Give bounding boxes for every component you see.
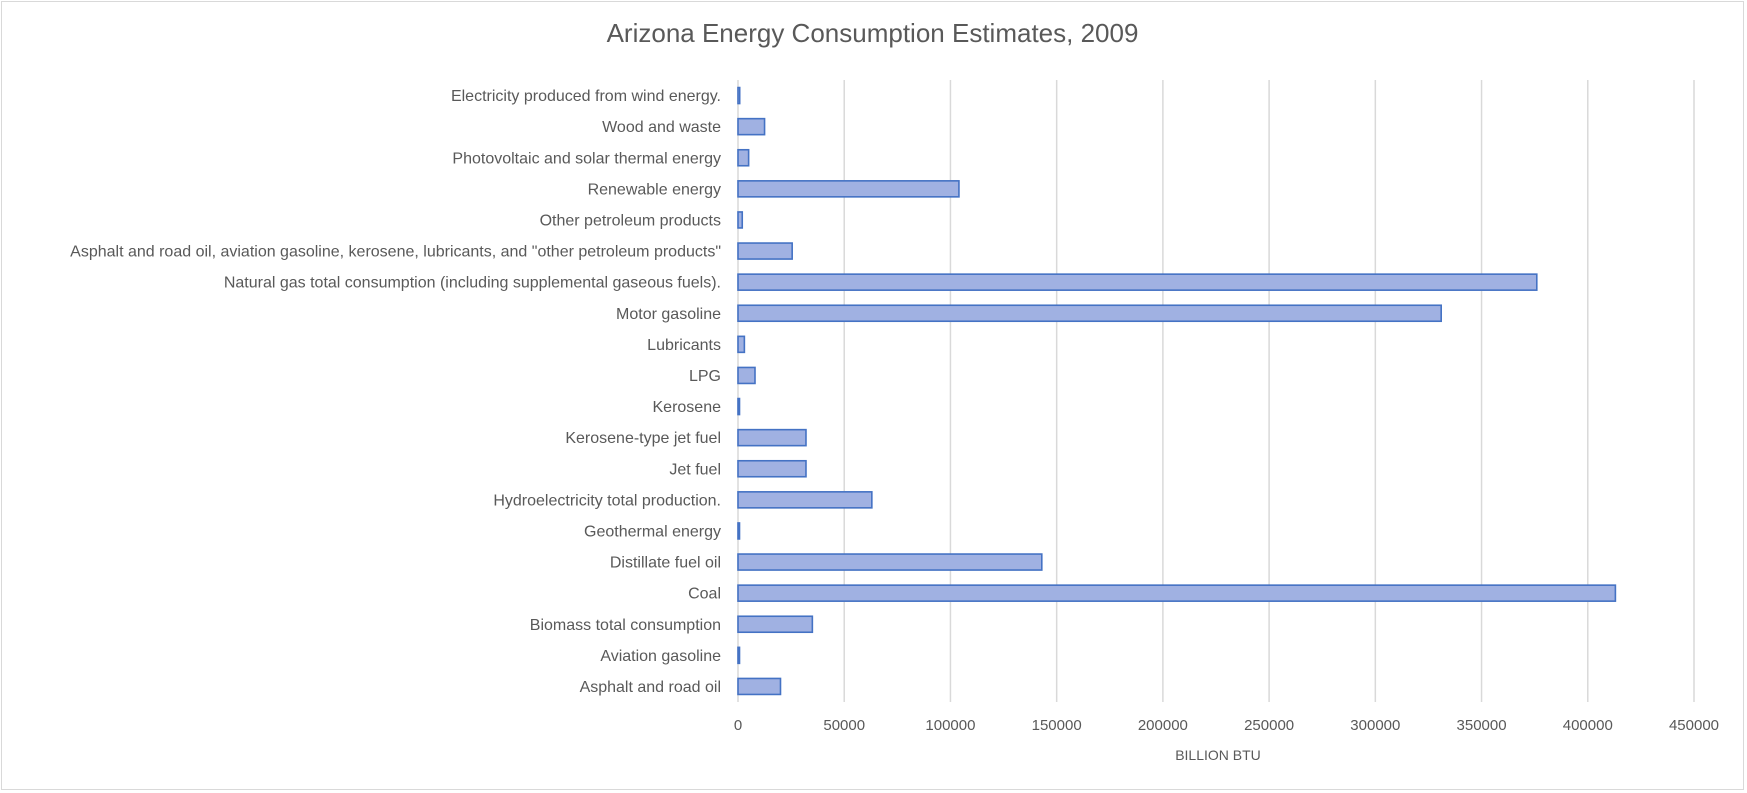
category-label: Aviation gasoline <box>600 648 721 665</box>
bar <box>737 242 793 260</box>
chart-title: Arizona Energy Consumption Estimates, 20… <box>606 18 1139 48</box>
bar <box>737 522 741 540</box>
x-tick-label: 350000 <box>1457 717 1507 734</box>
category-label: Jet fuel <box>669 461 721 478</box>
bar <box>737 428 807 447</box>
x-tick-label: 450000 <box>1669 717 1719 734</box>
category-label: Electricity produced from wind energy. <box>451 88 721 105</box>
bar <box>737 646 741 665</box>
x-tick-label: 0 <box>734 717 742 734</box>
category-label: Geothermal energy <box>584 523 721 540</box>
bar <box>737 335 746 354</box>
bar <box>737 117 766 136</box>
category-label: LPG <box>689 368 721 385</box>
x-tick-label: 50000 <box>823 717 865 734</box>
category-label: Distillate fuel oil <box>610 555 721 572</box>
category-label: Motor gasoline <box>616 306 721 323</box>
category-label: Coal <box>688 586 721 603</box>
bar <box>737 86 741 105</box>
category-label: Kerosene-type jet fuel <box>565 430 721 447</box>
category-label: Kerosene <box>653 399 722 416</box>
category-label: Photovoltaic and solar thermal energy <box>452 150 721 167</box>
bar <box>737 615 814 634</box>
bar <box>737 366 756 385</box>
bar <box>737 304 1442 323</box>
category-label: Wood and waste <box>602 119 721 136</box>
bar <box>737 491 873 509</box>
category-label: Asphalt and road oil <box>580 679 721 696</box>
x-tick-label: 200000 <box>1138 717 1188 734</box>
category-label: Other petroleum products <box>540 212 721 229</box>
x-tick-label: 400000 <box>1563 717 1613 734</box>
category-label: Hydroelectricity total production. <box>493 492 721 509</box>
category-label: Asphalt and road oil, aviation gasoline,… <box>70 244 721 261</box>
bar <box>737 459 807 478</box>
bar <box>737 397 741 416</box>
category-label: Lubricants <box>647 337 721 354</box>
x-tick-label: 100000 <box>925 717 975 734</box>
category-label: Renewable energy <box>588 181 721 198</box>
bar <box>737 180 960 198</box>
x-tick-label: 250000 <box>1244 717 1294 734</box>
x-tick-label: 150000 <box>1032 717 1082 734</box>
x-tick-label: 300000 <box>1350 717 1400 734</box>
x-axis-title: BILLION BTU <box>1175 747 1261 763</box>
bar <box>737 553 1043 571</box>
bar <box>737 677 782 696</box>
category-label: Biomass total consumption <box>530 617 721 634</box>
bar <box>737 148 750 167</box>
bar <box>737 584 1617 602</box>
bar <box>737 273 1538 291</box>
category-label: Natural gas total consumption (including… <box>224 275 721 292</box>
bar <box>737 211 744 229</box>
